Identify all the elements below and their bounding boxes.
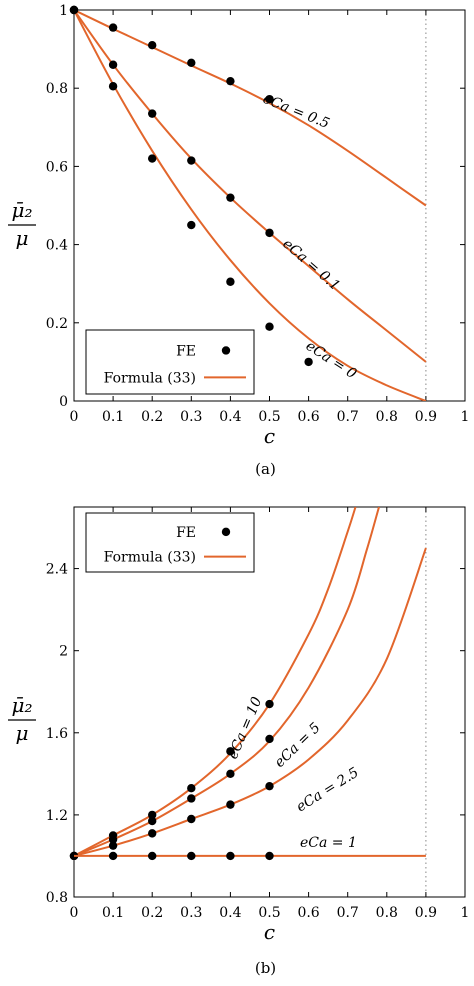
series-label: eCa = 5 — [272, 720, 324, 771]
x-tick-label: 1 — [461, 905, 470, 921]
fe-point — [226, 747, 235, 756]
fe-point — [69, 5, 79, 15]
series-curve-1 — [74, 10, 427, 363]
fe-point — [187, 851, 196, 861]
legend-fe-label: FE — [176, 343, 196, 359]
fe-point — [148, 810, 157, 820]
x-tick-label: 0 — [70, 409, 79, 425]
fe-point — [148, 851, 157, 861]
x-axis-label: c — [264, 920, 275, 944]
series-label: eCa = 1 — [300, 835, 357, 851]
fe-point — [226, 76, 235, 86]
fe-point — [108, 23, 118, 32]
chart-panel-a: 0 0.1 0.2 0.3 0.4 0.5 0.6 0.7 0.8 0.9 1 0 0.2 0.4 0.6 0… — [8, 3, 469, 478]
series-curve-0 — [74, 10, 427, 207]
x-tick-label: 0.2 — [141, 905, 163, 921]
x-tick-label: 0.3 — [180, 905, 202, 921]
x-tick-label: 0.1 — [102, 409, 124, 425]
fe-point — [187, 156, 196, 165]
series-label: eCa = 2.5 — [294, 765, 362, 816]
x-tick-label: 0.4 — [219, 409, 241, 425]
fe-point — [108, 835, 118, 844]
fe-point — [187, 220, 196, 230]
fe-point — [187, 58, 196, 67]
fe-point — [108, 82, 118, 91]
x-axis-label: c — [264, 424, 275, 448]
series-curve-0 — [74, 507, 357, 857]
chart-panel-b: 0 0.1 0.2 0.3 0.4 0.5 0.6 0.7 0.8 0.9 1 0.8 1.2 1.6 2 2… — [8, 506, 470, 977]
x-tick-label: 0.7 — [337, 409, 359, 425]
fe-point — [265, 94, 274, 104]
y-axis-label-denominator: μ — [16, 226, 29, 250]
fe-point — [108, 851, 118, 861]
panel-caption: (a) — [255, 460, 276, 478]
x-tick-label: 0.9 — [415, 905, 437, 921]
fe-point — [108, 841, 118, 850]
fe-point — [265, 734, 274, 744]
legend-fe-marker — [221, 346, 231, 355]
y-tick-label: 1.2 — [46, 808, 68, 824]
x-tick-label: 0.1 — [102, 905, 124, 921]
legend-formula-label: Formula (33) — [104, 370, 196, 386]
series-label: eCa = 0.5 — [261, 91, 332, 132]
fe-point — [265, 699, 274, 709]
y-axis-label-denominator: μ — [16, 721, 29, 745]
y-tick-label: 1.6 — [46, 726, 68, 742]
y-tick-label: 0.2 — [46, 316, 68, 332]
fe-point — [148, 154, 157, 163]
series-curve-2 — [74, 547, 427, 857]
x-tick-label: 0.5 — [258, 409, 280, 425]
series-label: eCa = 0.1 — [279, 236, 343, 294]
fe-point — [265, 228, 274, 238]
legend-fe-marker — [221, 527, 231, 537]
legend-box — [85, 512, 255, 573]
fe-point — [148, 109, 157, 118]
y-tick-label: 2 — [59, 644, 68, 660]
y-tick-label: 0 — [59, 394, 68, 410]
x-tick-label: 0.6 — [297, 905, 319, 921]
y-tick-label: 0.4 — [46, 238, 68, 254]
fe-point — [304, 357, 313, 367]
y-axis-label-numerator: μ̄₂ — [11, 198, 32, 222]
fe-point — [187, 784, 196, 793]
fe-point — [108, 60, 118, 69]
x-tick-label: 0.8 — [376, 409, 398, 425]
legend-box — [85, 329, 255, 395]
x-tick-label: 0.4 — [219, 905, 241, 921]
x-tick-label: 0.5 — [258, 905, 280, 921]
y-tick-label: 0.8 — [46, 890, 68, 906]
fe-point — [187, 794, 196, 803]
y-tick-label: 1 — [59, 3, 68, 19]
y-tick-label: 0.6 — [46, 159, 68, 175]
fe-point — [226, 800, 235, 809]
fe-point — [148, 816, 157, 826]
fe-point — [226, 769, 235, 779]
fe-point — [226, 851, 235, 861]
x-tick-label: 0.3 — [180, 409, 202, 425]
x-tick-label: 0.2 — [141, 409, 163, 425]
y-tick-label: 2.4 — [46, 562, 68, 578]
panel-caption: (b) — [255, 959, 276, 977]
fe-point — [187, 814, 196, 824]
series-curve-1 — [74, 507, 380, 857]
series-curve-2 — [74, 10, 427, 401]
fe-point — [265, 781, 274, 791]
x-tick-label: 0.7 — [337, 905, 359, 921]
y-tick-label: 0.8 — [46, 81, 68, 97]
fe-point — [265, 851, 274, 861]
x-tick-label: 1 — [461, 409, 470, 425]
x-tick-label: 0.9 — [415, 409, 437, 425]
x-tick-label: 0.8 — [376, 905, 398, 921]
y-axis-label-numerator: μ̄₂ — [11, 693, 32, 717]
fe-point — [265, 322, 274, 331]
x-tick-label: 0 — [70, 905, 79, 921]
fe-point — [226, 193, 235, 202]
fe-point — [148, 40, 157, 50]
fe-point — [148, 829, 157, 838]
legend-fe-label: FE — [176, 525, 196, 541]
x-tick-label: 0.6 — [297, 409, 319, 425]
legend-formula-label: Formula (33) — [104, 550, 196, 566]
fe-point — [226, 277, 235, 286]
